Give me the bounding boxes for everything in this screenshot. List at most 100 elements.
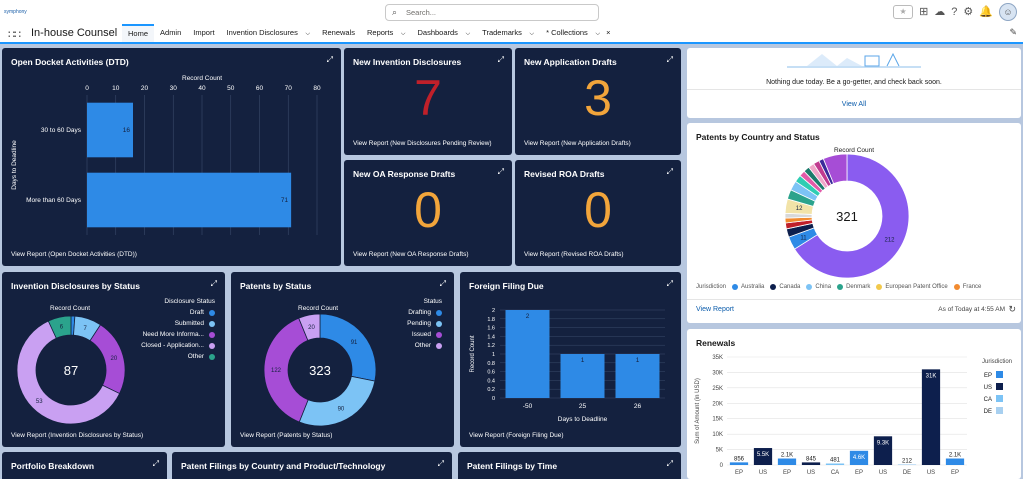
expand-icon[interactable]: ⤢ [666, 279, 673, 288]
expand-icon[interactable]: ⤢ [497, 167, 504, 176]
nav-tab[interactable]: Invention Disclosures ⌵ [221, 24, 317, 42]
chevron-down-icon[interactable]: ⌵ [399, 31, 406, 37]
chevron-down-icon[interactable]: ⌵ [463, 31, 471, 37]
legend-swatch [996, 395, 1003, 402]
bar [849, 450, 869, 465]
refresh-icon[interactable]: ↻ [1008, 304, 1016, 314]
expand-icon[interactable]: ⤢ [497, 55, 504, 64]
metric-card: Revised ROA Drafts ⤢ 0 View Report (Revi… [515, 160, 681, 266]
nav-tab[interactable]: Home [122, 24, 155, 42]
view-report-link[interactable]: View Report (New Application Drafts) [524, 140, 631, 147]
help-icon[interactable]: ? [951, 6, 958, 18]
view-report-link[interactable]: View Report (Revised ROA Drafts) [524, 251, 624, 258]
expand-icon[interactable]: ⤢ [326, 55, 333, 64]
legend-item: Pending [407, 318, 442, 329]
data-label: 20 [308, 325, 315, 331]
empty-state-text: Nothing due today. Be a go-getter, and c… [766, 79, 942, 86]
filings-time-card: Patent Filings by Time ⤢ [458, 452, 681, 479]
portfolio-breakdown-card: Portfolio Breakdown ⤢ [2, 452, 167, 479]
expand-icon[interactable]: ⤢ [152, 459, 159, 468]
card-title: Open Docket Activities (DTD) [11, 57, 129, 67]
legend-label: US [984, 385, 992, 391]
chevron-down-icon[interactable]: ⌵ [303, 31, 311, 37]
nav-tab[interactable]: Renewals [316, 24, 361, 42]
nav-tab-label: Home [128, 29, 149, 38]
legend-swatch [209, 342, 215, 349]
favorites-button[interactable]: ★ [893, 5, 914, 19]
legend-swatch [209, 320, 215, 327]
y-tick-label: 1.6 [487, 326, 495, 332]
data-label: 845 [806, 456, 817, 462]
patents-status-card: Patents by Status ⤢ Record Count 91 90 122… [231, 272, 454, 447]
edit-nav-icon[interactable]: ✎ [1009, 27, 1017, 37]
expand-icon[interactable]: ⤢ [437, 459, 444, 468]
bar [505, 310, 550, 398]
legend-item: Draft [141, 307, 215, 318]
metric-card: New Invention Disclosures ⤢ 7 View Repor… [344, 48, 512, 155]
bell-icon[interactable]: 🔔 [979, 6, 993, 18]
metric-value: 3 [584, 70, 612, 127]
gear-icon[interactable]: ⚙ [963, 6, 974, 18]
bar [87, 172, 292, 228]
app-logo[interactable]: symphony [4, 9, 27, 15]
view-report-link[interactable]: View Report (Patents by Status) [240, 432, 333, 439]
y-tick-label: 1 [492, 352, 495, 358]
chart-legend: Status Drafting Pending Issued Other [407, 296, 442, 351]
nav-tab[interactable]: Import [187, 24, 220, 42]
data-label: 91 [351, 340, 358, 346]
legend-label: Denmark [846, 284, 871, 290]
cloud-icon[interactable]: ☁ [934, 6, 946, 18]
search-input[interactable]: ⌕ Search... [385, 4, 599, 21]
nav-tab[interactable]: Admin [154, 24, 187, 42]
global-header: symphony ⌕ Search... ★ ⊞ ☁ ? ⚙ 🔔 ☺ [0, 0, 1023, 24]
expand-icon[interactable]: ⤢ [666, 459, 673, 468]
view-report-link[interactable]: View Report [696, 306, 735, 313]
metric-value: 0 [414, 182, 442, 239]
view-report-link[interactable]: View Report (Open Docket Activities (DTD… [11, 251, 137, 258]
expand-icon[interactable]: ⤢ [210, 279, 217, 288]
y-axis-title: Record Count [470, 335, 476, 372]
metric-value: 0 [584, 182, 612, 239]
view-report-link[interactable]: View Report (New Disclosures Pending Rev… [353, 140, 492, 147]
chevron-down-icon[interactable]: ⌵ [593, 31, 601, 37]
view-report-link[interactable]: View Report (New OA Response Drafts) [353, 251, 469, 258]
view-all-link[interactable]: View All [841, 101, 867, 108]
nav-tab[interactable]: * Collections ⌵ × [540, 24, 616, 42]
expand-icon[interactable]: ⤢ [666, 55, 673, 64]
close-icon[interactable]: × [604, 28, 611, 37]
timestamp: As of Today at 4:55 AM [938, 306, 1005, 313]
avatar[interactable]: ☺ [999, 3, 1017, 21]
nav-tab[interactable]: Trademarks ⌵ [476, 24, 540, 42]
add-icon[interactable]: ⊞ [919, 6, 929, 18]
legend-label: Need More Informa... [142, 331, 204, 338]
y-tick-label: 2 [492, 308, 495, 314]
data-label: 9.3K [877, 440, 889, 446]
metric-value: 7 [414, 70, 442, 127]
bar [753, 448, 773, 465]
disclosures-card: Invention Disclosures by Status ⤢ Record… [2, 272, 225, 447]
x-tick-label: 20 [141, 85, 149, 92]
nav-tab[interactable]: Reports ⌵ [361, 24, 411, 42]
legend-swatch [876, 284, 883, 290]
expand-icon[interactable]: ⤢ [439, 279, 446, 288]
expand-icon[interactable]: ⤢ [666, 167, 673, 176]
card-title: Invention Disclosures by Status [11, 281, 140, 291]
nav-tab[interactable]: Dashboards ⌵ [411, 24, 476, 42]
y-tick-label: 0.6 [487, 370, 495, 376]
data-label: 481 [830, 458, 841, 464]
app-launcher-icon[interactable]: ∷∷ [8, 29, 21, 41]
view-report-link[interactable]: View Report (Foreign Filing Due) [469, 432, 564, 439]
x-tick-label: EP [783, 470, 791, 476]
legend-item: Issued [407, 329, 442, 340]
header-icons: ★ ⊞ ☁ ? ⚙ 🔔 ☺ [893, 3, 1017, 21]
view-report-link[interactable]: View Report (Invention Disclosures by St… [11, 432, 144, 439]
y-tick-label: 30 to 60 Days [41, 127, 82, 134]
legend-item: Australia [732, 284, 764, 290]
donut-slice [298, 313, 321, 341]
data-label: 4.6K [853, 455, 865, 461]
chart-subtitle: Record Count [298, 305, 339, 312]
legend-label: Issued [411, 331, 431, 338]
x-tick-label: 80 [313, 85, 321, 92]
legend-item: European Patent Office [876, 284, 948, 290]
chevron-down-icon[interactable]: ⌵ [527, 31, 535, 37]
